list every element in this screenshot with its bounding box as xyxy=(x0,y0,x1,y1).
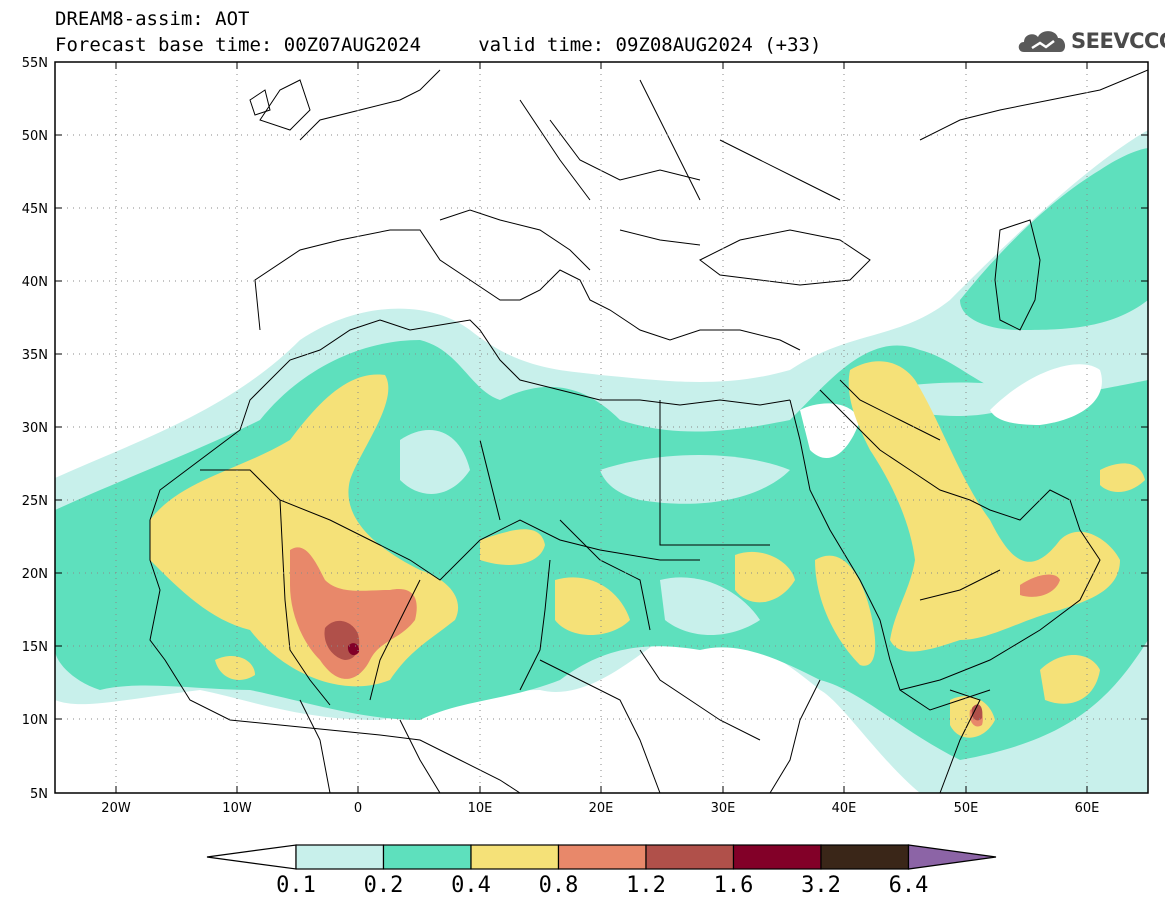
axis-ticks xyxy=(55,61,1148,794)
lon-label: 0 xyxy=(354,801,362,816)
colorbar-swatch xyxy=(470,844,560,870)
lat-label: 45N xyxy=(22,202,48,217)
lon-labels: 20W 10W 0 10E 20E 30E 40E 50E 60E xyxy=(101,801,1099,816)
colorbar-swatch xyxy=(645,844,735,870)
lon-label: 60E xyxy=(1075,801,1100,816)
colorbar-low-arrow xyxy=(206,844,297,870)
lat-label: 20N xyxy=(22,567,48,582)
lat-label: 5N xyxy=(30,787,48,802)
lat-label: 35N xyxy=(22,348,48,363)
coastlines xyxy=(149,69,1148,793)
aot-field xyxy=(55,62,1148,793)
colorbar xyxy=(206,844,997,870)
lat-label: 10N xyxy=(22,713,48,728)
lat-labels: 55N 50N 45N 40N 35N 30N 25N 20N 15N 10N … xyxy=(22,56,48,802)
seevccc-logo: SEEVCCC xyxy=(1016,24,1165,58)
colorbar-labels: 0.1 0.2 0.4 0.8 1.2 1.6 3.2 6.4 xyxy=(276,873,928,898)
colorbar-label: 0.4 xyxy=(451,873,491,898)
lat-label: 40N xyxy=(22,275,48,290)
map-title: DREAM8-assim: AOT xyxy=(55,8,250,30)
colorbar-label: 1.6 xyxy=(714,873,754,898)
colorbar-label: 0.1 xyxy=(276,873,316,898)
lat-label: 55N xyxy=(22,56,48,71)
lon-label: 20W xyxy=(101,801,131,816)
colorbar-high-arrow xyxy=(907,844,997,870)
lat-label: 30N xyxy=(22,421,48,436)
lon-label: 10E xyxy=(468,801,493,816)
colorbar-label: 6.4 xyxy=(889,873,929,898)
colorbar-label: 0.2 xyxy=(364,873,404,898)
lon-label: 50E xyxy=(954,801,979,816)
lon-label: 10W xyxy=(222,801,252,816)
colorbar-swatch xyxy=(557,844,647,870)
lon-label: 20E xyxy=(589,801,614,816)
lon-label: 30E xyxy=(711,801,736,816)
colorbar-label: 3.2 xyxy=(801,873,841,898)
colorbar-swatch xyxy=(382,844,472,870)
colorbar-label: 1.2 xyxy=(626,873,666,898)
colorbar-swatch xyxy=(820,844,910,870)
lat-label: 50N xyxy=(22,129,48,144)
graticule xyxy=(55,62,1148,793)
aot-band-1.6 xyxy=(347,643,360,656)
cloud-icon xyxy=(1018,31,1066,52)
lat-label: 15N xyxy=(22,640,48,655)
colorbar-label: 0.8 xyxy=(539,873,579,898)
lat-label: 25N xyxy=(22,494,48,509)
colorbar-swatch xyxy=(732,844,822,870)
logo-text: SEEVCCC xyxy=(1071,29,1165,53)
lon-label: 40E xyxy=(832,801,857,816)
map-subtitle-times: Forecast base time: 00Z07AUG2024 valid t… xyxy=(55,34,822,56)
colorbar-swatch xyxy=(295,844,385,870)
